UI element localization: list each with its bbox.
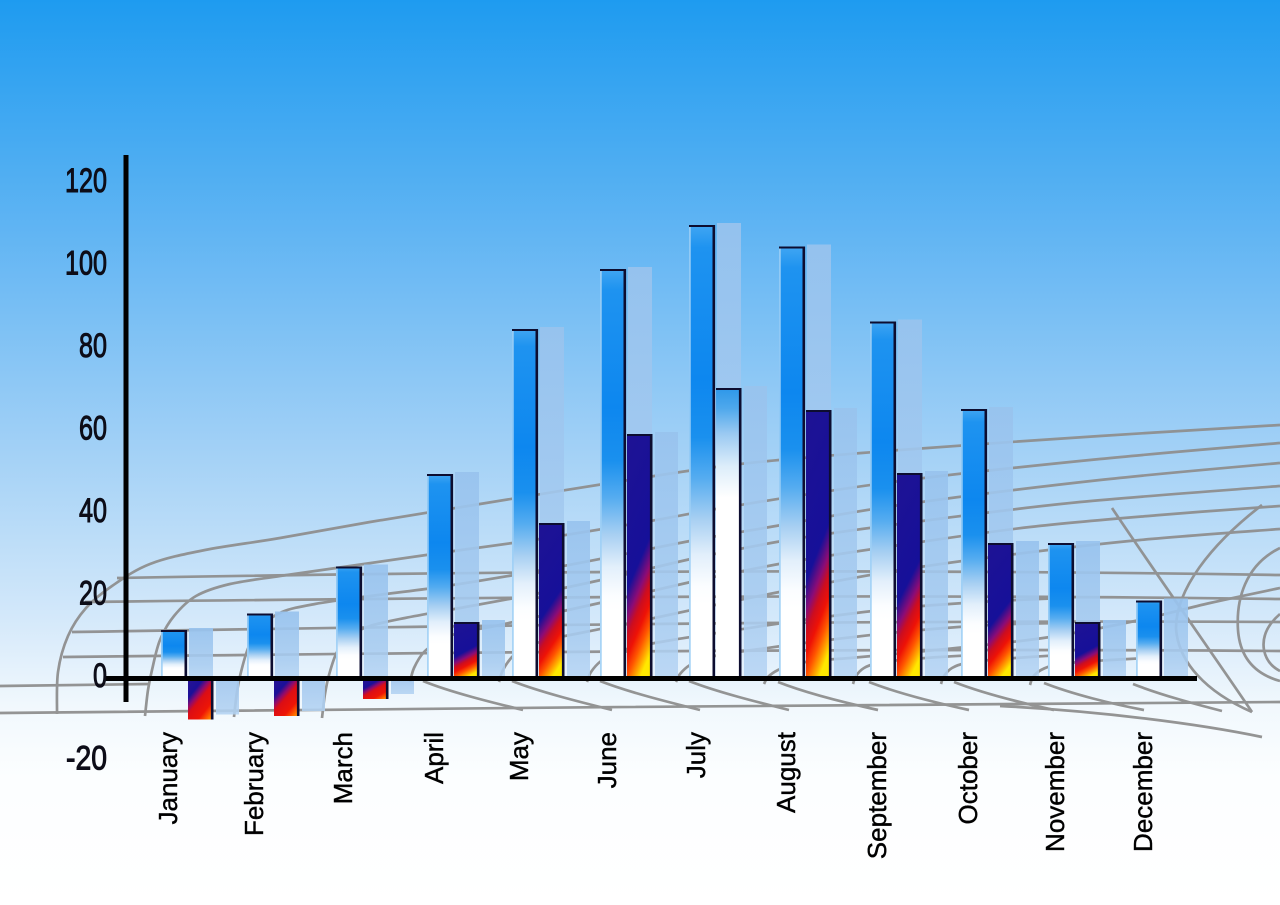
svg-text:August: August: [771, 731, 801, 813]
svg-text:-20: -20: [66, 740, 107, 778]
svg-text:0: 0: [93, 657, 107, 695]
svg-text:June: June: [592, 732, 622, 788]
svg-text:March: March: [328, 732, 358, 804]
svg-text:120: 120: [65, 162, 107, 200]
svg-text:100: 100: [65, 245, 107, 283]
svg-text:October: October: [953, 732, 983, 825]
svg-text:60: 60: [79, 410, 107, 448]
svg-text:January: January: [153, 732, 183, 825]
svg-text:November: November: [1040, 732, 1070, 852]
svg-text:40: 40: [79, 492, 107, 530]
svg-text:April: April: [419, 732, 449, 784]
svg-text:80: 80: [79, 327, 107, 365]
svg-text:September: September: [862, 732, 892, 860]
svg-text:May: May: [504, 732, 534, 781]
svg-text:February: February: [239, 732, 269, 836]
svg-text:December: December: [1128, 732, 1158, 852]
svg-text:July: July: [681, 732, 711, 778]
svg-text:20: 20: [79, 575, 107, 613]
